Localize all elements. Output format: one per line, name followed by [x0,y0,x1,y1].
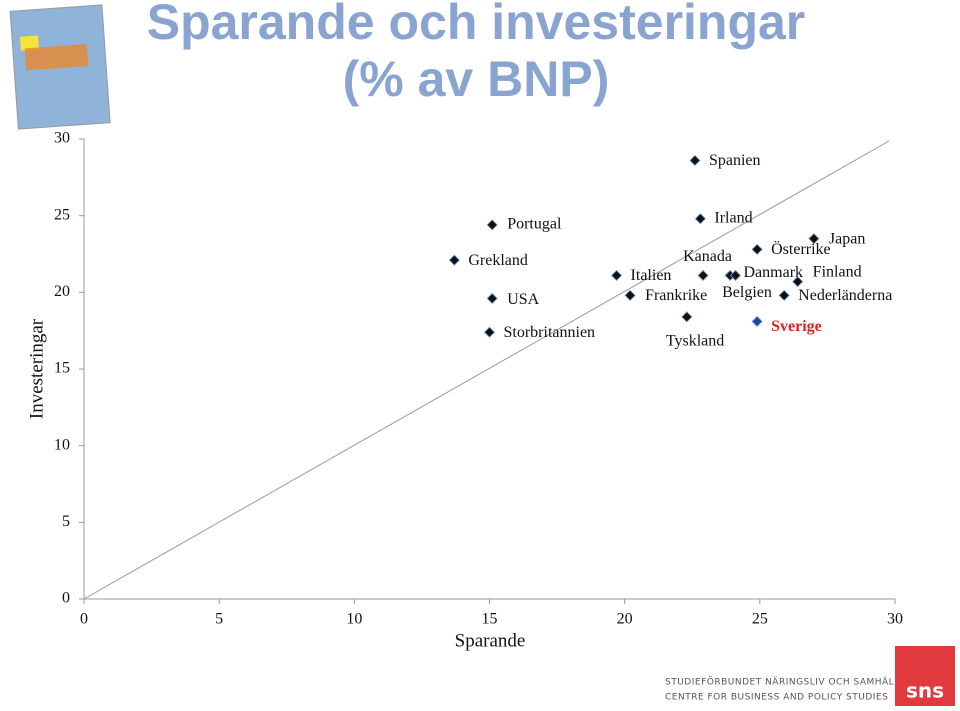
x-tick-label: 15 [482,611,498,628]
point-label: Sverige [771,318,822,335]
point-label: Irland [714,209,752,226]
chart-title: Sparande och investeringar [147,0,806,50]
point-label: Belgien [722,284,772,301]
book-cover [9,4,111,130]
y-tick-label: 25 [54,206,70,223]
point-label: Italien [631,267,672,284]
footer-org-sv: STUDIEFÖRBUNDET NÄRINGSLIV OCH SAMHÄLLE [665,677,906,688]
y-tick-label: 10 [54,436,70,453]
x-tick-label: 30 [887,611,903,628]
point-label: Japan [829,230,865,247]
point [697,269,709,282]
point-label: Spanien [709,152,761,169]
point [751,315,763,328]
point [689,154,701,167]
logo-text: sns [906,679,944,703]
x-tick-label: 20 [617,611,633,628]
point [694,213,706,225]
logo-box [895,646,955,706]
y-tick-label: 0 [62,590,70,607]
x-tick-label: 25 [752,611,768,628]
footer-org-en: CENTRE FOR BUSINESS AND POLICY STUDIES [665,693,888,703]
point [778,289,790,301]
x-tick-label: 0 [80,611,88,628]
point-label: Österrike [771,240,831,258]
y-tick-label: 5 [62,513,70,530]
chart-title: (% av BNP) [343,51,610,107]
point [486,219,498,231]
point-label: Portugal [507,216,562,233]
y-tick-label: 15 [54,360,70,377]
book-band [24,44,89,71]
point-label: Grekland [468,252,528,269]
x-tick-label: 5 [215,611,223,628]
point-label: Kanada [683,248,732,265]
point-label: Tyskland [666,333,724,350]
point [624,289,636,301]
point [448,254,460,266]
point-label: Danmark [744,264,804,281]
point-label: Nederländerna [798,287,892,304]
book-sticker [19,35,39,51]
point [808,233,820,245]
point-label: Frankrike [645,287,707,304]
point-label: Storbritannien [504,324,596,341]
point [610,269,623,282]
point-label: USA [507,291,539,308]
point [483,326,496,338]
x-axis-label: Sparande [455,630,526,651]
point [792,276,804,288]
reference-line [83,140,890,600]
point [681,311,693,323]
y-axis-label: Investeringar [26,318,47,419]
point [729,269,742,282]
y-tick-label: 30 [54,130,70,147]
y-tick-label: 20 [54,283,70,300]
point [486,292,498,305]
x-tick-label: 10 [346,611,362,628]
point-label: Finland [813,263,862,280]
point [751,243,763,255]
